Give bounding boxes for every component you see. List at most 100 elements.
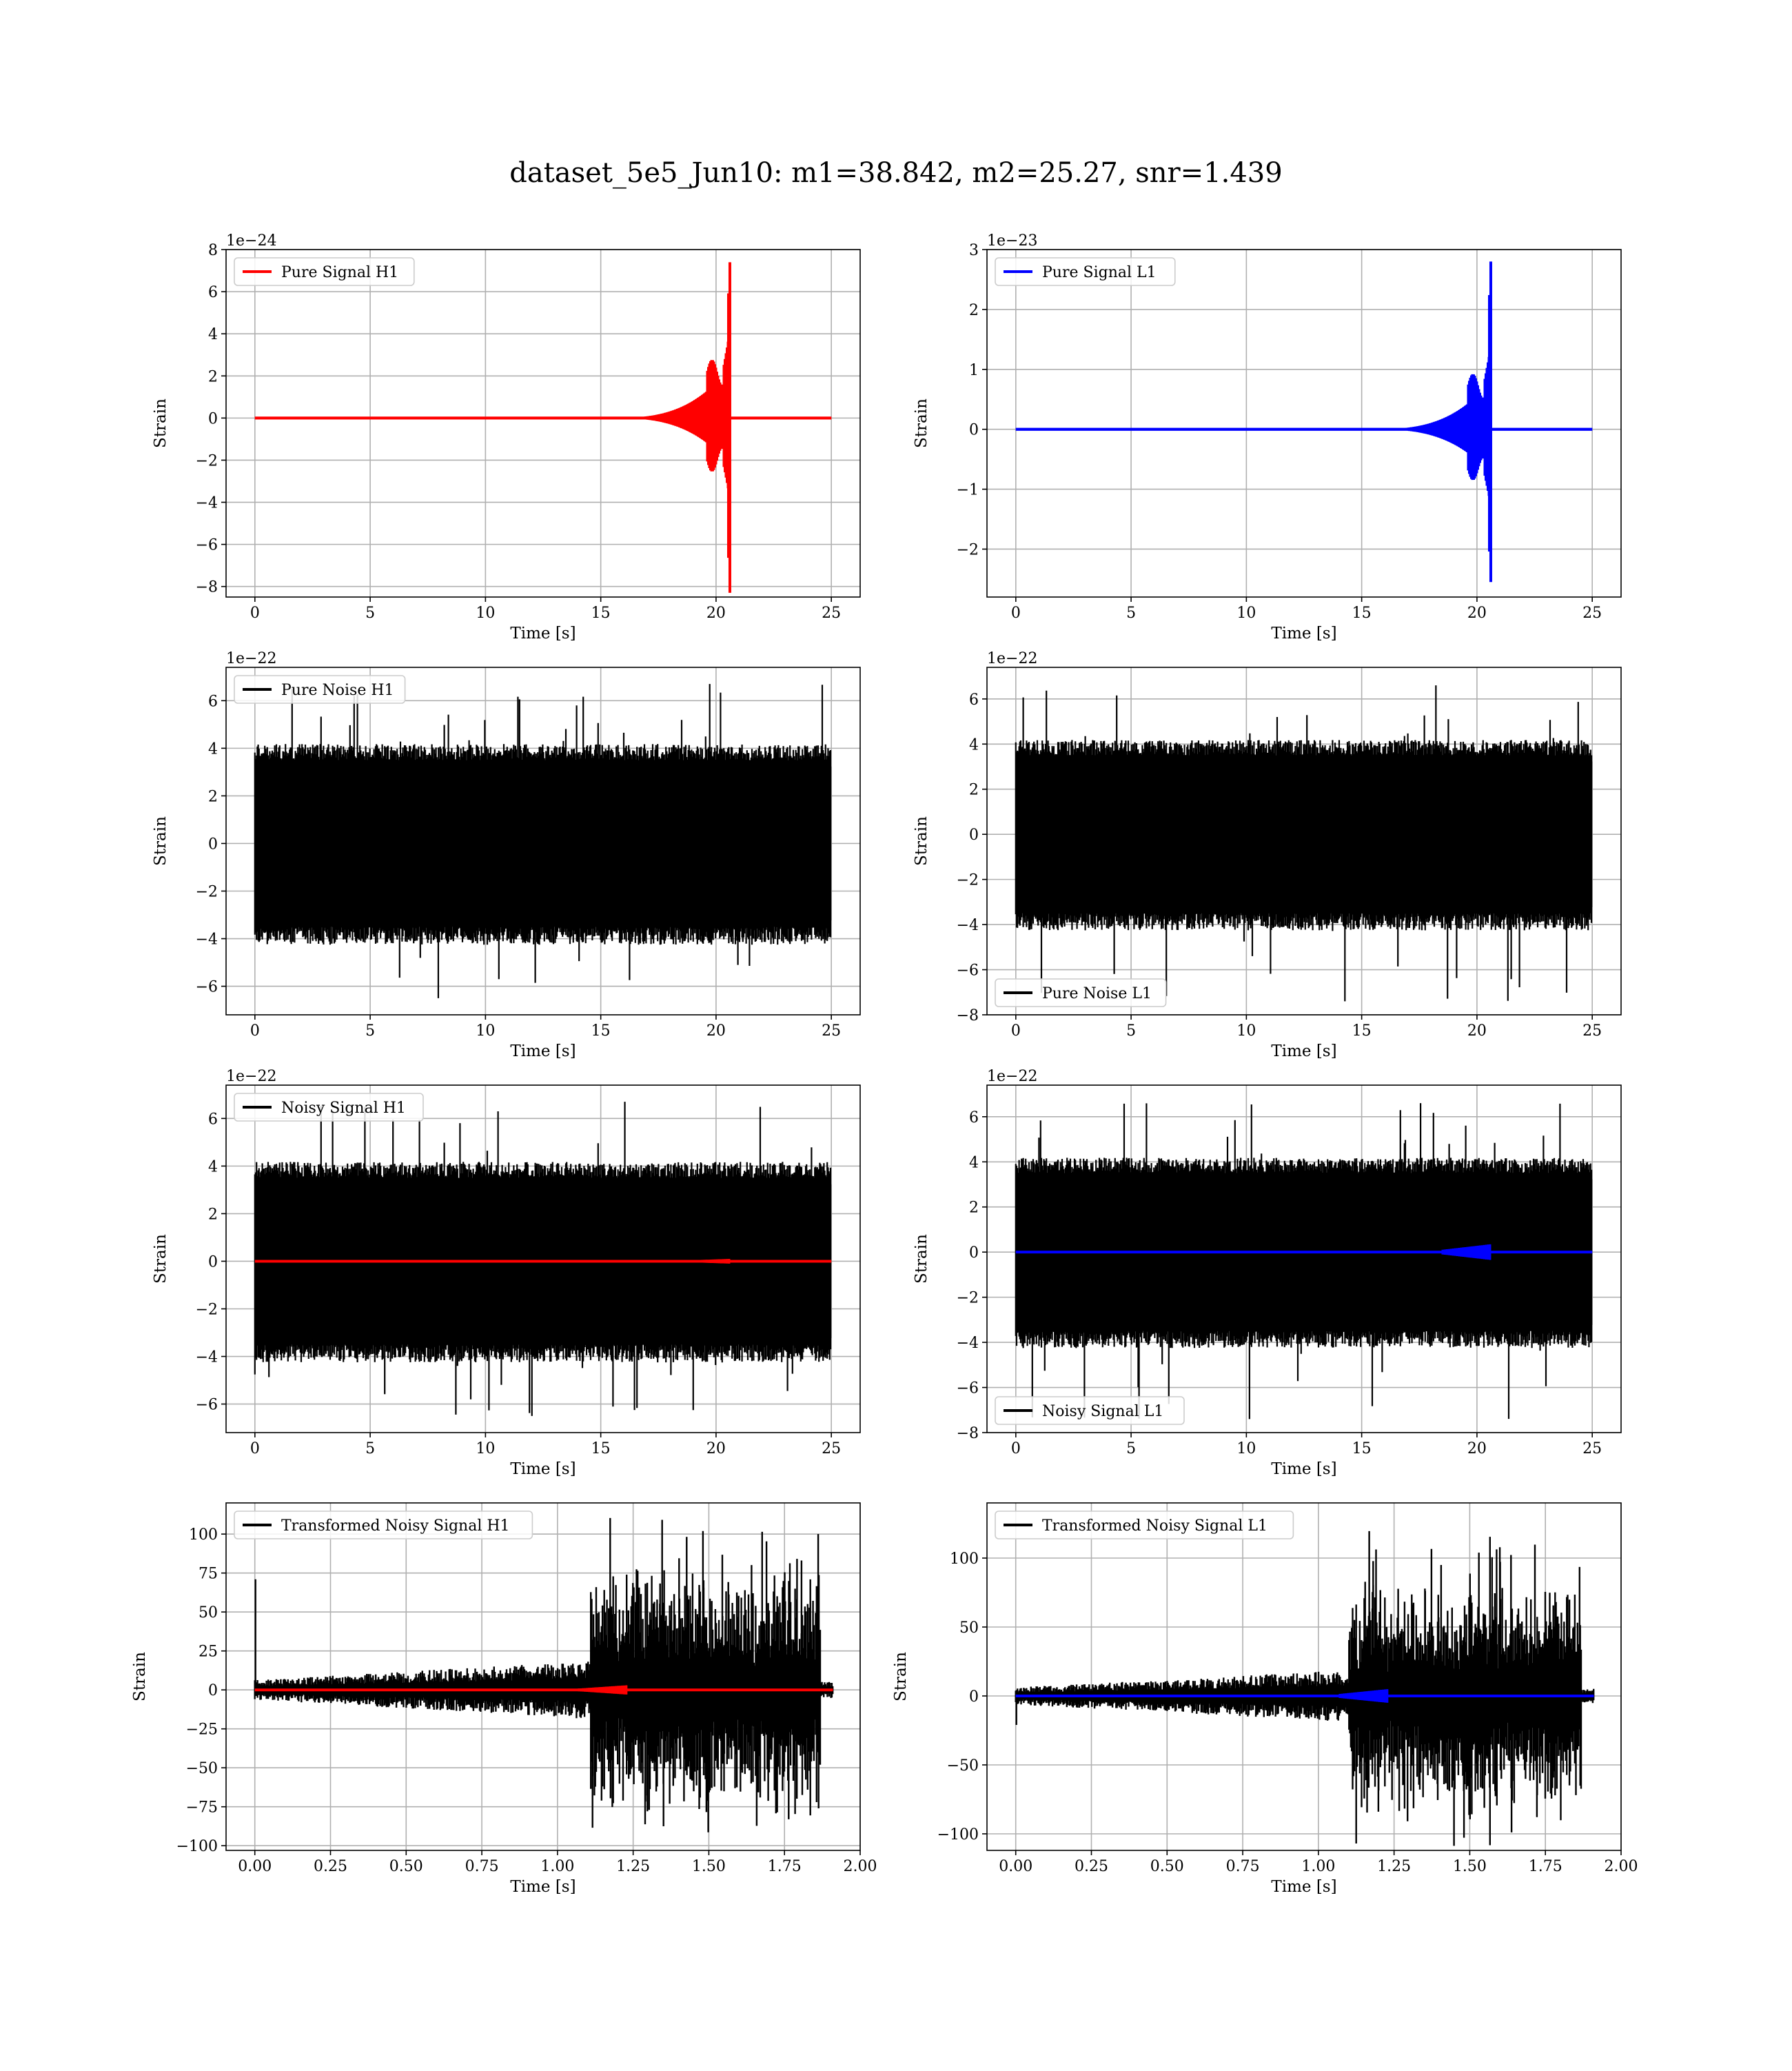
ticks — [982, 1557, 1622, 1855]
x-axis-label: Time [s] — [1271, 625, 1336, 643]
y-tick-label: 4 — [208, 326, 218, 343]
y-tick-label: 4 — [208, 1158, 218, 1175]
figure-title: dataset_5e5_Jun10: m1=38.842, m2=25.27, … — [509, 157, 1283, 189]
series-bump — [1338, 1689, 1389, 1703]
x-tick-label: 20 — [1467, 605, 1487, 622]
y-tick-label: −6 — [196, 979, 218, 996]
x-tick-label: 25 — [1582, 605, 1602, 622]
x-tick-label: 5 — [1126, 1022, 1136, 1040]
grid — [987, 249, 1621, 597]
subplot-2: 0 5 10 15 20 25 −2 −1 0 1 2 3 Time [s] Strain 1e−23 Pur… — [913, 232, 1622, 643]
x-tick-label: 15 — [1352, 1022, 1372, 1040]
axes-frame — [986, 1502, 1622, 1851]
legend-label: Noisy Signal H1 — [281, 1100, 406, 1117]
y-tick-label: 3 — [969, 242, 979, 259]
x-tick-label: 1.00 — [540, 1858, 574, 1875]
plot-area — [1015, 685, 1593, 1002]
y-tick-label: −50 — [186, 1760, 218, 1777]
ticks — [221, 700, 832, 1020]
series-line — [1015, 1530, 1595, 1846]
axes-frame — [986, 1084, 1622, 1433]
x-tick-label: 0.75 — [1226, 1858, 1260, 1875]
y-tick-label: 8 — [208, 242, 218, 259]
y-tick-label: −2 — [957, 1290, 979, 1307]
legend-label: Transformed Noisy Signal L1 — [1042, 1517, 1267, 1535]
x-tick-label: 20 — [706, 1440, 726, 1457]
x-tick-label: 1.50 — [692, 1858, 726, 1875]
y-axis-label: Strain — [892, 1652, 910, 1701]
x-tick-label: 10 — [476, 605, 495, 622]
subplot-5: 0 5 10 15 20 25 −6 −4 −2 0 2 4 6 Time [s] Strain 1e−22 N… — [152, 1068, 861, 1478]
x-tick-label: 25 — [822, 1022, 841, 1040]
subplot-8: 0.00 0.25 0.50 0.75 1.00 1.25 1.50 1.75 2.00 −100… — [892, 1502, 1638, 1896]
axes-frame — [986, 249, 1622, 598]
x-tick-label: 5 — [365, 1440, 375, 1457]
legend-box — [234, 1511, 533, 1539]
x-tick-label: 20 — [1467, 1440, 1487, 1457]
y-tick-label: 0 — [208, 1253, 218, 1271]
x-axis-label: Time [s] — [1271, 1878, 1336, 1896]
y-tick-label: −8 — [196, 579, 218, 596]
legend-label: Pure Signal H1 — [281, 264, 398, 281]
x-tick-label: 0 — [1011, 605, 1021, 622]
y-tick-label: 1 — [969, 362, 979, 379]
x-axis-label: Time [s] — [1271, 1042, 1336, 1060]
axes-frame — [225, 1502, 861, 1851]
x-tick-label: 1.75 — [1529, 1858, 1562, 1875]
y-tick-label: −100 — [937, 1826, 979, 1843]
x-tick-label: 5 — [1126, 605, 1136, 622]
x-axis-label: Time [s] — [510, 1042, 576, 1060]
x-tick-label: 10 — [1236, 1440, 1256, 1457]
y-tick-label: 6 — [208, 693, 218, 710]
y-tick-label: −75 — [186, 1799, 218, 1817]
legend: Transformed Noisy Signal L1 — [995, 1511, 1294, 1539]
y-tick-label: −1 — [957, 482, 979, 499]
y-tick-label: 4 — [208, 740, 218, 758]
y-tick-label: 4 — [969, 1154, 979, 1171]
y-tick-label: 25 — [198, 1644, 218, 1661]
y-tick-label: 75 — [198, 1566, 218, 1583]
y-tick-label: −4 — [957, 1335, 979, 1352]
y-tick-label: −100 — [176, 1838, 218, 1855]
y-tick-label: 0 — [969, 422, 979, 439]
legend-box — [995, 978, 1167, 1007]
x-tick-label: 0.00 — [238, 1858, 272, 1875]
x-tick-label: 15 — [591, 605, 611, 622]
y-tick-label: −50 — [947, 1757, 979, 1775]
series-bump — [680, 1259, 731, 1264]
series-line — [254, 1102, 832, 1416]
y-tick-label: −4 — [957, 917, 979, 934]
y-tick-label: −8 — [957, 1425, 979, 1442]
y-tick-label: −4 — [196, 495, 218, 512]
x-axis-label: Time [s] — [1271, 1460, 1336, 1478]
x-tick-label: 0 — [250, 1440, 260, 1457]
x-axis-label: Time [s] — [510, 625, 576, 643]
subplot-4: 0 5 10 15 20 25 −8 −6 −4 −2 0 2 4 6 Time [s] Strain 1e−2… — [913, 650, 1622, 1060]
x-tick-label: 10 — [1236, 1022, 1256, 1040]
y-tick-label: 6 — [969, 691, 979, 709]
legend-label: Pure Noise H1 — [281, 682, 394, 699]
y-tick-label: 100 — [189, 1526, 218, 1544]
series-line — [254, 1517, 834, 1832]
x-tick-label: 0 — [1011, 1022, 1021, 1040]
x-tick-label: 15 — [591, 1022, 611, 1040]
y-tick-label: 2 — [969, 302, 979, 319]
x-axis-label: Time [s] — [510, 1460, 576, 1478]
series-bump — [1441, 1244, 1491, 1260]
x-tick-label: 10 — [1236, 605, 1256, 622]
plot-area — [254, 684, 832, 998]
legend: Pure Noise L1 — [995, 978, 1167, 1007]
offset-text: 1e−22 — [987, 650, 1037, 667]
y-axis-label: Strain — [152, 816, 170, 866]
y-tick-label: −8 — [957, 1007, 979, 1024]
subplot-3: 0 5 10 15 20 25 −6 −4 −2 0 2 4 6 Time [s] Strain 1e−22 P… — [152, 650, 861, 1060]
y-tick-label: −6 — [196, 1397, 218, 1414]
y-tick-label: 6 — [208, 1111, 218, 1128]
legend-label: Transformed Noisy Signal H1 — [281, 1517, 510, 1535]
y-tick-label: −6 — [957, 1380, 979, 1397]
plot-area — [1015, 261, 1593, 583]
subplot-6: 0 5 10 15 20 25 −8 −6 −4 −2 0 2 4 6 Time [s] Strain 1e−2… — [913, 1068, 1622, 1478]
y-tick-label: −6 — [196, 537, 218, 554]
